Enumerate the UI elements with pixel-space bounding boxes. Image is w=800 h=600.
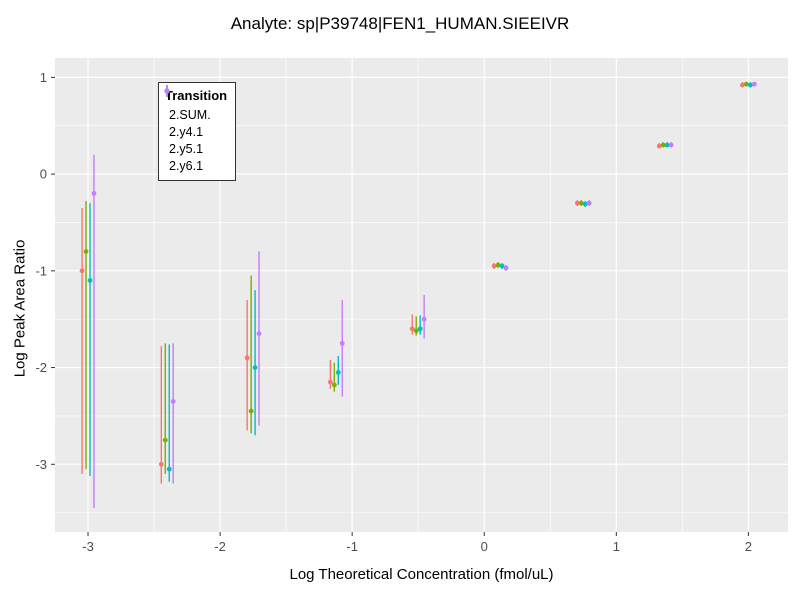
data-point	[664, 142, 670, 148]
legend-item-label: 2.y6.1	[169, 158, 204, 173]
data-point	[582, 201, 588, 207]
legend-item: 2.y6.1	[164, 85, 227, 174]
data-point	[162, 437, 168, 443]
data-point	[256, 331, 262, 337]
legend-item-label: 2.SUM.	[169, 107, 211, 122]
legend-item-label: 2.y4.1	[169, 124, 204, 139]
x-tick-label: 0	[481, 539, 488, 554]
x-tick-label: 2	[745, 539, 752, 554]
data-point	[91, 191, 97, 196]
grid-major	[55, 58, 788, 532]
data-point	[248, 408, 254, 414]
y-tick-label: -3	[35, 457, 47, 472]
data-point	[244, 355, 250, 361]
data-point	[413, 328, 419, 334]
y-axis-label: Log Peak Area Ratio	[11, 239, 29, 378]
data-point	[409, 326, 415, 332]
data-point	[740, 82, 745, 88]
data-point	[158, 461, 164, 467]
data-point	[417, 326, 423, 332]
chart-title: Analyte: sp|P39748|FEN1_HUMAN.SIEEIVR	[230, 14, 570, 33]
data-point	[252, 365, 258, 370]
legend-title: Transition	[165, 88, 228, 103]
data-point	[491, 263, 497, 269]
x-tick-label: 1	[613, 539, 620, 554]
data-point	[335, 369, 341, 375]
data-point	[327, 379, 333, 385]
data-point	[339, 340, 345, 346]
legend-item: 2.y5.1	[164, 85, 227, 157]
y-tick-label: -2	[35, 360, 47, 375]
data-point	[751, 81, 757, 87]
grid-minor	[55, 58, 788, 532]
y-tick-label: -1	[35, 263, 47, 278]
data-point	[656, 143, 662, 149]
data-point	[170, 399, 176, 404]
series-2.y6.1	[91, 81, 757, 508]
data-point	[79, 268, 85, 274]
data-point	[83, 249, 89, 254]
x-tick-label: -1	[346, 539, 358, 554]
data-point	[495, 262, 501, 268]
data-point	[87, 278, 93, 283]
x-tick-label: -2	[214, 539, 226, 554]
series-2.y4.1	[83, 81, 749, 474]
legend: Transition 2.SUM. 2.y4.1 2.y5.1 2.y6.1	[158, 82, 237, 181]
data-point	[743, 81, 749, 87]
data-point	[421, 316, 427, 322]
x-axis-label: Log Theoretical Concentration (fmol/uL)	[289, 566, 554, 583]
data-point	[578, 200, 584, 206]
series-2.SUM.	[79, 82, 745, 484]
data-point	[499, 263, 505, 269]
data-point	[331, 382, 337, 388]
data-point	[660, 142, 666, 148]
data-point	[668, 142, 674, 148]
data-point	[503, 265, 509, 271]
data-point	[574, 200, 580, 206]
data-point	[166, 466, 172, 472]
series-2.y5.1	[87, 82, 753, 482]
legend-item-label: 2.y5.1	[169, 141, 204, 156]
y-tick-label: 1	[40, 70, 47, 85]
data-point	[586, 200, 592, 206]
data-point	[747, 82, 753, 88]
legend-key-icon	[164, 85, 170, 97]
y-tick-label: 0	[40, 167, 47, 182]
legend-item: 2.y4.1	[164, 85, 227, 140]
legend-item: 2.SUM.	[164, 85, 227, 123]
x-tick-label: -3	[82, 539, 94, 554]
axes: -3 -2 -1 0 1 2 1 0 -1 -2 -3	[35, 70, 752, 554]
